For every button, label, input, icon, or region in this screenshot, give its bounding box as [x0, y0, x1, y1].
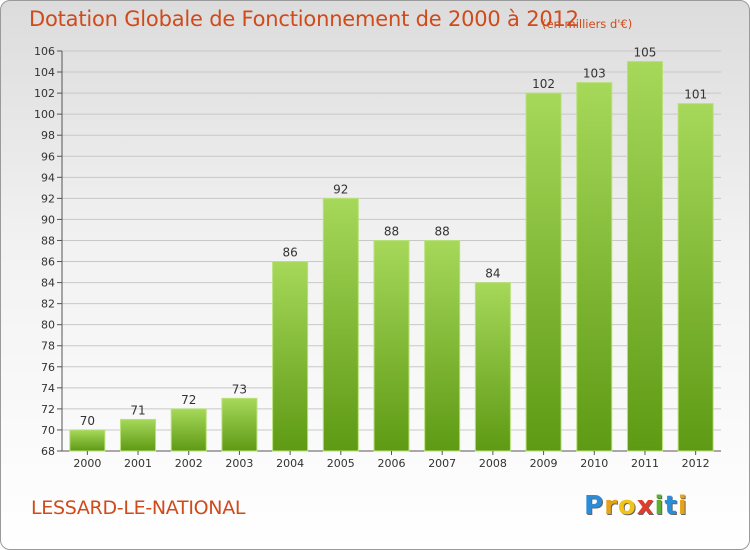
bar: [120, 418, 157, 452]
y-tick-label: 68: [41, 445, 55, 458]
y-tick-label: 86: [41, 256, 55, 269]
logo-letter: x: [636, 491, 655, 521]
x-tick-label: 2008: [479, 457, 507, 470]
bar: [373, 239, 410, 452]
logo-letter: r: [604, 491, 618, 521]
bar: [322, 197, 359, 452]
bar: [576, 82, 613, 452]
y-tick-label: 80: [41, 319, 55, 332]
bar: [170, 408, 207, 452]
bar: [424, 239, 461, 452]
x-tick-label: 2004: [276, 457, 304, 470]
bar: [69, 429, 106, 452]
y-tick-label: 82: [41, 298, 55, 311]
logo-letter: i: [677, 491, 688, 521]
x-tick-label: 2010: [580, 457, 608, 470]
logo-letter: t: [664, 491, 678, 521]
y-tick-label: 76: [41, 361, 55, 374]
bar: [626, 61, 663, 452]
y-tick-label: 96: [41, 150, 55, 163]
x-tick-labels: 2000 2001 2002 2003 2004 2005 2006 2007 2008 2009…: [73, 451, 710, 470]
y-tick-label: 94: [41, 171, 55, 184]
data-label: 72: [181, 393, 196, 407]
x-tick-label: 2006: [378, 457, 406, 470]
bar: [677, 103, 714, 452]
bar: [474, 282, 511, 452]
x-tick-label: 2002: [175, 457, 203, 470]
y-tick-label: 102: [34, 87, 55, 100]
data-label: 70: [80, 414, 95, 428]
data-label: 92: [333, 182, 348, 196]
y-tick-label: 104: [34, 66, 55, 79]
data-label: 71: [130, 403, 145, 417]
data-labels: 70 71 72 73 86 92 88 88 84 102 103 105 101: [80, 46, 707, 428]
x-tick-label: 2003: [225, 457, 253, 470]
data-label: 105: [634, 46, 657, 60]
y-tick-label: 74: [41, 382, 55, 395]
data-label: 88: [435, 224, 450, 238]
data-label: 103: [583, 67, 606, 81]
x-tick-label: 2009: [530, 457, 558, 470]
data-label: 102: [532, 77, 555, 91]
logo-letter: o: [617, 491, 637, 521]
y-tick-label: 90: [41, 213, 55, 226]
y-tick-label: 98: [41, 129, 55, 142]
chart-title: Dotation Globale de Fonctionnement de 20…: [29, 7, 579, 31]
data-label: 84: [485, 267, 500, 281]
y-tick-label: 84: [41, 277, 55, 290]
y-tick-label: 92: [41, 192, 55, 205]
bar: [525, 92, 562, 452]
logo-letter: P: [584, 491, 605, 521]
y-tick-label: 78: [41, 340, 55, 353]
x-tick-label: 2000: [73, 457, 101, 470]
x-tick-label: 2011: [631, 457, 659, 470]
y-tick-label: 70: [41, 424, 55, 437]
logo-letter: i: [654, 491, 665, 521]
x-tick-label: 2005: [327, 457, 355, 470]
data-label: 101: [684, 88, 707, 102]
x-tick-label: 2012: [682, 457, 710, 470]
commune-name: LESSARD-LE-NATIONAL: [31, 497, 246, 519]
y-tick-labels: 68 70 72 74 76 78 80 82 84 86 88 90 92 94 96 98 100 102 10…: [34, 45, 55, 458]
bar: [221, 397, 258, 452]
data-label: 88: [384, 224, 399, 238]
y-tick-label: 88: [41, 234, 55, 247]
bars: [69, 61, 714, 452]
data-label: 86: [282, 246, 297, 260]
y-tick-label: 106: [34, 45, 55, 58]
x-tick-label: 2001: [124, 457, 152, 470]
data-label: 73: [232, 382, 247, 396]
proxiti-logo: Proxiti: [584, 491, 688, 521]
y-tick-label: 72: [41, 403, 55, 416]
y-tick-label: 100: [34, 108, 55, 121]
bar: [272, 261, 309, 452]
x-tick-label: 2007: [428, 457, 456, 470]
chart-subtitle: (en milliers d'€): [542, 17, 633, 31]
